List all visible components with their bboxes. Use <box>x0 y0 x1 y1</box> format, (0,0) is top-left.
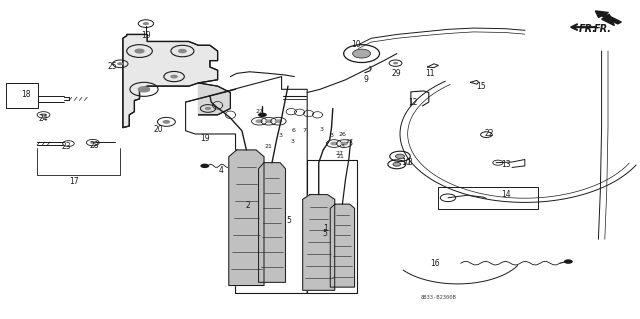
Text: 6: 6 <box>291 128 295 133</box>
Circle shape <box>393 62 398 64</box>
Text: 14: 14 <box>500 190 511 199</box>
Circle shape <box>393 162 401 166</box>
Circle shape <box>138 86 150 93</box>
FancyArrow shape <box>595 11 621 24</box>
Text: 20: 20 <box>154 125 164 134</box>
Circle shape <box>143 22 149 25</box>
Polygon shape <box>602 14 614 26</box>
Polygon shape <box>330 204 355 287</box>
Circle shape <box>255 119 263 123</box>
Text: 19: 19 <box>200 134 210 143</box>
Text: 3: 3 <box>319 127 323 132</box>
Text: 21: 21 <box>337 154 344 160</box>
Polygon shape <box>259 163 285 282</box>
Text: 19: 19 <box>141 31 151 40</box>
Text: 2: 2 <box>246 201 251 210</box>
Text: 7: 7 <box>303 128 307 133</box>
Circle shape <box>205 107 211 110</box>
Circle shape <box>170 75 178 78</box>
Text: 17: 17 <box>68 177 79 186</box>
Circle shape <box>396 154 404 159</box>
Circle shape <box>163 120 170 124</box>
Text: 26: 26 <box>339 132 346 137</box>
Text: 9: 9 <box>364 75 369 84</box>
Text: FR.: FR. <box>594 24 612 34</box>
Text: 18: 18 <box>21 90 30 99</box>
Text: 5: 5 <box>287 216 292 225</box>
Text: 21: 21 <box>265 144 273 149</box>
Text: 8: 8 <box>407 158 412 167</box>
Text: 10: 10 <box>351 40 362 49</box>
Text: 5: 5 <box>323 229 328 238</box>
Circle shape <box>275 119 282 123</box>
Circle shape <box>330 142 338 145</box>
Circle shape <box>90 141 95 144</box>
Polygon shape <box>229 150 264 286</box>
Text: 3: 3 <box>330 133 333 138</box>
Text: 16: 16 <box>430 259 440 268</box>
Text: 3: 3 <box>340 144 344 149</box>
Circle shape <box>117 62 124 65</box>
Circle shape <box>200 164 209 168</box>
Circle shape <box>353 49 371 58</box>
Circle shape <box>340 142 348 145</box>
Text: 12: 12 <box>408 98 417 107</box>
Text: 1: 1 <box>323 224 328 233</box>
Text: 27: 27 <box>256 109 264 114</box>
Text: 24: 24 <box>38 114 49 122</box>
Circle shape <box>564 259 573 264</box>
Text: 8833-B2300B: 8833-B2300B <box>420 295 456 300</box>
Text: 23: 23 <box>61 142 71 151</box>
Text: 10: 10 <box>401 158 412 167</box>
Circle shape <box>265 119 273 123</box>
Text: 3: 3 <box>278 133 282 138</box>
Text: 25: 25 <box>107 63 117 71</box>
Circle shape <box>40 113 47 116</box>
Circle shape <box>178 49 187 53</box>
Text: FR.: FR. <box>579 24 597 34</box>
Text: 4: 4 <box>218 166 223 175</box>
Text: 29: 29 <box>391 69 401 78</box>
Text: 28: 28 <box>90 141 99 150</box>
Polygon shape <box>198 83 230 115</box>
Circle shape <box>258 113 267 117</box>
Text: 15: 15 <box>476 82 486 91</box>
Polygon shape <box>123 34 218 128</box>
Text: 22: 22 <box>485 130 494 138</box>
Polygon shape <box>303 195 335 290</box>
Text: 13: 13 <box>500 160 511 169</box>
Text: 27: 27 <box>346 139 353 145</box>
Text: 11: 11 <box>426 69 435 78</box>
Text: 27: 27 <box>335 151 343 156</box>
Text: 3: 3 <box>291 139 294 145</box>
Circle shape <box>134 48 145 54</box>
